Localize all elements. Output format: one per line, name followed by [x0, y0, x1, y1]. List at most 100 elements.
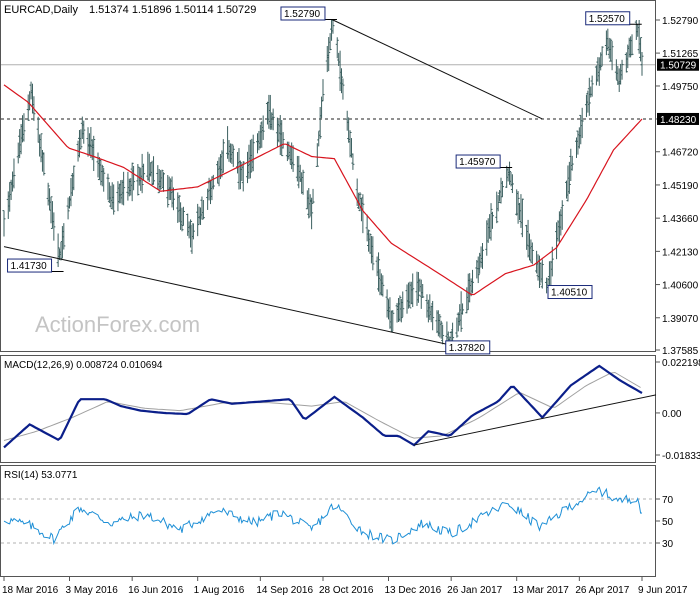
price-y-axis: 1.52790 1.51265 1.49750 1.48230 1.46720 1.451…	[656, 16, 699, 357]
price-tick-label: 1.40600	[662, 281, 699, 292]
x-tick-label: 14 Sep 2016	[256, 585, 313, 596]
macd-tick-label: -0.018331	[662, 451, 700, 462]
annotation-box	[7, 258, 53, 273]
rsi-tick-label: 30	[662, 539, 674, 550]
ohlc-bar	[311, 188, 315, 204]
ohlc-bar	[490, 211, 494, 229]
ohlc-bar	[248, 139, 252, 179]
price-trendlines	[3, 19, 543, 346]
annotation-box	[547, 285, 593, 300]
ohlc-bar	[92, 135, 96, 172]
ohlc-bar	[411, 273, 415, 308]
ohlc-bar	[459, 291, 463, 332]
ohlc-bar	[361, 194, 365, 234]
annotation-label: 1.45970	[459, 157, 496, 168]
annotation-box	[280, 6, 326, 21]
annotation-label: 1.40510	[551, 288, 588, 299]
price-bars	[2, 19, 644, 345]
ohlc-bar	[431, 300, 435, 331]
ohlc-bar	[580, 107, 584, 139]
ohlc-bar	[132, 165, 136, 191]
price-annotations: 1.52790 1.52570 1.45970 1.41730 1.40510 1.378…	[7, 6, 642, 355]
ohlc-bar	[281, 132, 285, 149]
ohlc-bar	[371, 236, 375, 271]
ohlc-bar	[230, 143, 234, 164]
ohlc-bar	[389, 310, 393, 332]
ohlc-bar	[550, 246, 554, 277]
current-price-box	[657, 58, 699, 71]
ohlc-bar	[177, 195, 181, 223]
ohlc-bar	[471, 269, 475, 294]
x-tick-label: 9 Jun 2017	[638, 585, 688, 596]
ohlc-bar	[159, 170, 163, 190]
macd-line	[3, 364, 643, 449]
ohlc-bar	[377, 252, 381, 292]
ohlc-bar	[122, 171, 126, 206]
ohlc-bar	[495, 191, 499, 224]
price-tick-label: 1.52790	[662, 16, 699, 27]
ohlc-bar	[52, 212, 56, 241]
ohlc-bar	[12, 158, 16, 189]
ohlc-bar	[130, 162, 134, 202]
ohlc-bar	[328, 33, 332, 51]
price-annotation: 1.52570	[585, 11, 642, 26]
ohlc-bar	[241, 161, 245, 192]
x-tick-label: 3 May 2016	[66, 585, 119, 596]
ohlc-bar	[79, 129, 83, 150]
ohlc-bar	[261, 115, 265, 140]
ohlc-bar	[381, 275, 385, 297]
ohlc-bar	[315, 143, 319, 167]
ohlc-bar	[609, 38, 613, 62]
x-tick-label: 26 Apr 2017	[575, 585, 629, 596]
ohlc-bar	[231, 145, 235, 167]
x-tick-label: 18 Mar 2016	[2, 585, 59, 596]
current-price-label: 1.50729	[660, 61, 697, 72]
price-annotation: 1.52790	[280, 6, 337, 21]
ohlc-bar	[640, 51, 644, 76]
ohlc-bar	[327, 37, 331, 72]
ohlc-bar	[441, 324, 445, 345]
ohlc-bar	[408, 281, 412, 309]
ohlc-bar	[251, 134, 255, 172]
x-tick-label: 26 Jan 2017	[447, 585, 502, 596]
ohlc-bar	[476, 256, 480, 284]
ohlc-bar	[639, 37, 643, 62]
ohlc-bar	[62, 223, 66, 250]
rsi-panel	[0, 465, 656, 577]
ohlc-bar	[570, 155, 574, 171]
support-level-box	[657, 112, 699, 125]
ohlc-bar	[318, 106, 322, 139]
moving-average-line	[3, 84, 643, 296]
ohlc-bar	[171, 187, 175, 211]
price-gridlines	[1, 64, 655, 120]
ohlc-bar	[102, 167, 106, 192]
price-tick-label: 1.49750	[662, 82, 699, 93]
ohlc-bar	[2, 210, 6, 237]
ohlc-bar	[46, 182, 50, 206]
macd-title: MACD(12,26,9) 0.008724 0.010694	[4, 360, 163, 371]
ohlc-bar	[307, 188, 311, 219]
ohlc-bar	[72, 165, 76, 191]
ohlc-bar	[66, 197, 70, 220]
ohlc-bar	[189, 219, 193, 248]
ohlc-bar	[587, 77, 591, 116]
ohlc-bar	[516, 191, 520, 224]
ohlc-bar	[26, 94, 30, 121]
price-annotation: 1.40510	[547, 285, 593, 300]
ohlc-bar	[160, 169, 164, 187]
price-trendline	[332, 19, 543, 120]
ohlc-bar	[271, 108, 275, 131]
ohlc-bar	[152, 156, 156, 185]
rsi-y-axis: 70 50 30	[656, 495, 674, 550]
price-trendline	[3, 246, 450, 346]
ohlc-bar	[600, 46, 604, 66]
ohlc-bar	[401, 291, 405, 318]
ohlc-bar	[162, 172, 165, 192]
price-tick-label: 1.37585	[662, 346, 699, 357]
ohlc-bar	[321, 79, 325, 102]
ohlc-bar	[36, 116, 40, 143]
ohlc-bar	[22, 113, 26, 142]
ohlc-bar	[510, 174, 514, 194]
ohlc-bar	[136, 164, 140, 196]
ohlc-bar	[358, 192, 362, 212]
